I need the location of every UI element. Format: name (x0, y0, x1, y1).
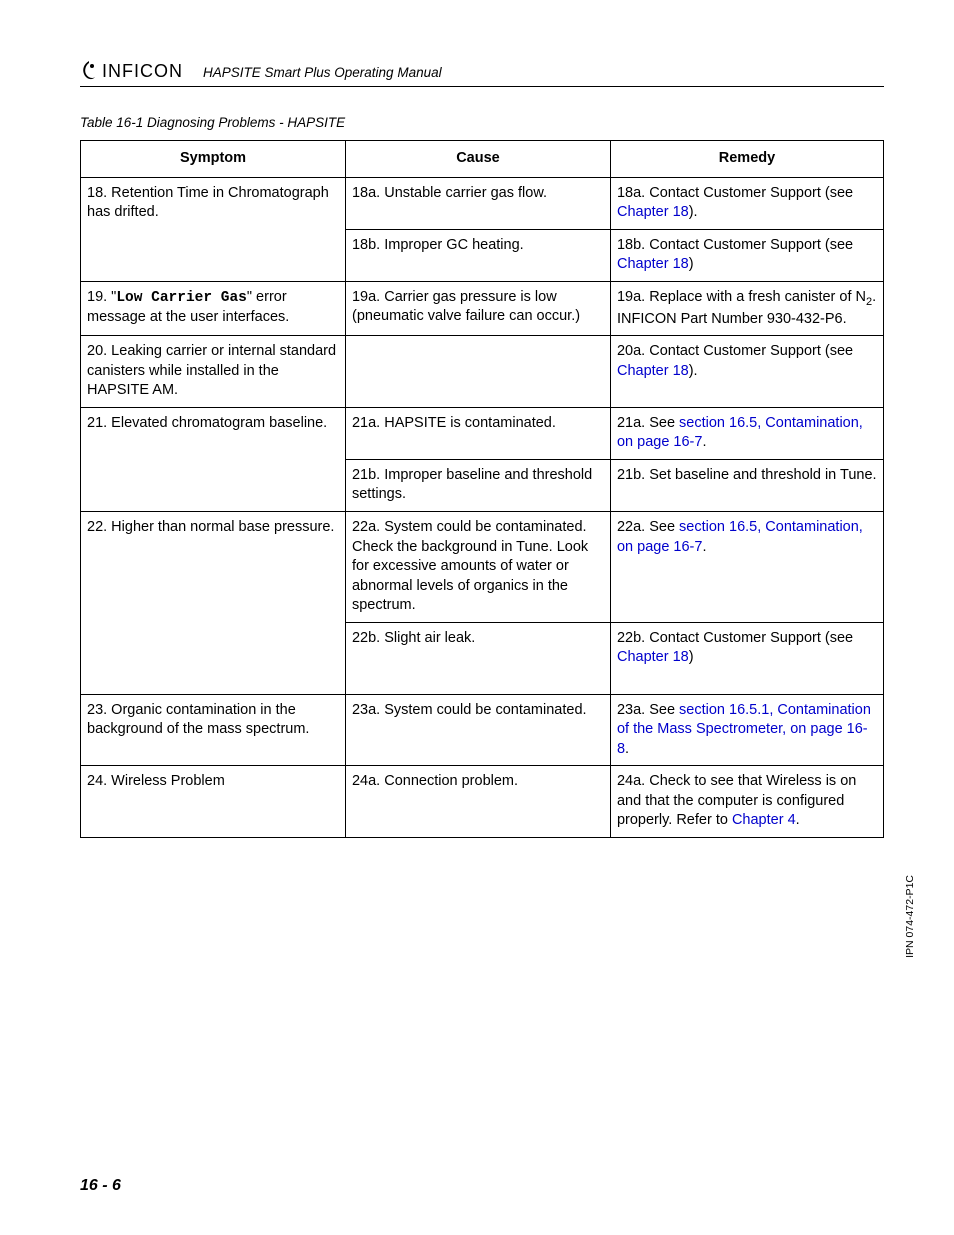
diagnosing-table: Symptom Cause Remedy 18. Retention Time … (80, 140, 884, 838)
cell-symptom: 24. Wireless Problem (81, 766, 346, 838)
cell-cause: 18b. Improper GC heating. (345, 229, 610, 281)
table-header-row: Symptom Cause Remedy (81, 141, 884, 178)
cell-cause: 21a. HAPSITE is contaminated. (345, 407, 610, 459)
table-row: 23. Organic contamination in the backgro… (81, 694, 884, 766)
cell-remedy: 21a. See section 16.5, Contamination, on… (610, 407, 883, 459)
cell-remedy: 22a. See section 16.5, Contamination, on… (610, 512, 883, 623)
cell-cause (345, 336, 610, 408)
cell-remedy: 18b. Contact Customer Support (see Chapt… (610, 229, 883, 281)
cell-cause: 23a. System could be contaminated. (345, 694, 610, 766)
cell-remedy: 20a. Contact Customer Support (see Chapt… (610, 336, 883, 408)
cell-cause: 22a. System could be contaminated. Check… (345, 512, 610, 623)
header-cause: Cause (345, 141, 610, 178)
link-chapter18[interactable]: Chapter 18 (617, 204, 689, 220)
link-chapter4[interactable]: Chapter 4 (732, 812, 796, 828)
header-title: HAPSITE Smart Plus Operating Manual (203, 65, 442, 80)
cell-remedy: 22b. Contact Customer Support (see Chapt… (610, 622, 883, 694)
cell-remedy: 24a. Check to see that Wireless is on an… (610, 766, 883, 838)
cell-symptom: 19. "Low Carrier Gas" error message at t… (81, 281, 346, 335)
cell-cause: 19a. Carrier gas pressure is low (pneuma… (345, 281, 610, 335)
page-container: INFICON HAPSITE Smart Plus Operating Man… (0, 0, 954, 1235)
cell-symptom: 18. Retention Time in Chromatograph has … (81, 177, 346, 281)
table-row: 21. Elevated chromatogram baseline. 21a.… (81, 407, 884, 459)
table-row: 22. Higher than normal base pressure. 22… (81, 512, 884, 623)
cell-symptom: 22. Higher than normal base pressure. (81, 512, 346, 695)
logo-text: INFICON (102, 61, 183, 82)
page-header: INFICON HAPSITE Smart Plus Operating Man… (80, 60, 884, 87)
logo-icon (80, 60, 98, 82)
cell-cause: 22b. Slight air leak. (345, 622, 610, 694)
cell-symptom: 21. Elevated chromatogram baseline. (81, 407, 346, 511)
cell-cause: 18a. Unstable carrier gas flow. (345, 177, 610, 229)
logo: INFICON (80, 60, 183, 82)
table-caption: Table 16-1 Diagnosing Problems - HAPSITE (80, 115, 884, 130)
cell-cause: 21b. Improper baseline and threshold set… (345, 459, 610, 511)
link-chapter18[interactable]: Chapter 18 (617, 256, 689, 272)
table-row: 24. Wireless Problem 24a. Connection pro… (81, 766, 884, 838)
page-number: 16 - 6 (80, 1177, 121, 1195)
cell-symptom: 20. Leaking carrier or internal standard… (81, 336, 346, 408)
link-chapter18[interactable]: Chapter 18 (617, 649, 689, 665)
cell-remedy: 21b. Set baseline and threshold in Tune. (610, 459, 883, 511)
table-row: 18. Retention Time in Chromatograph has … (81, 177, 884, 229)
table-row: 19. "Low Carrier Gas" error message at t… (81, 281, 884, 335)
header-symptom: Symptom (81, 141, 346, 178)
cell-cause: 24a. Connection problem. (345, 766, 610, 838)
cell-symptom: 23. Organic contamination in the backgro… (81, 694, 346, 766)
cell-remedy: 18a. Contact Customer Support (see Chapt… (610, 177, 883, 229)
cell-remedy: 19a. Replace with a fresh canister of N2… (610, 281, 883, 335)
header-remedy: Remedy (610, 141, 883, 178)
cell-remedy: 23a. See section 16.5.1, Contamination o… (610, 694, 883, 766)
ipn-label: IPN 074-472-P1C (904, 875, 916, 958)
table-row: 20. Leaking carrier or internal standard… (81, 336, 884, 408)
link-chapter18[interactable]: Chapter 18 (617, 363, 689, 379)
